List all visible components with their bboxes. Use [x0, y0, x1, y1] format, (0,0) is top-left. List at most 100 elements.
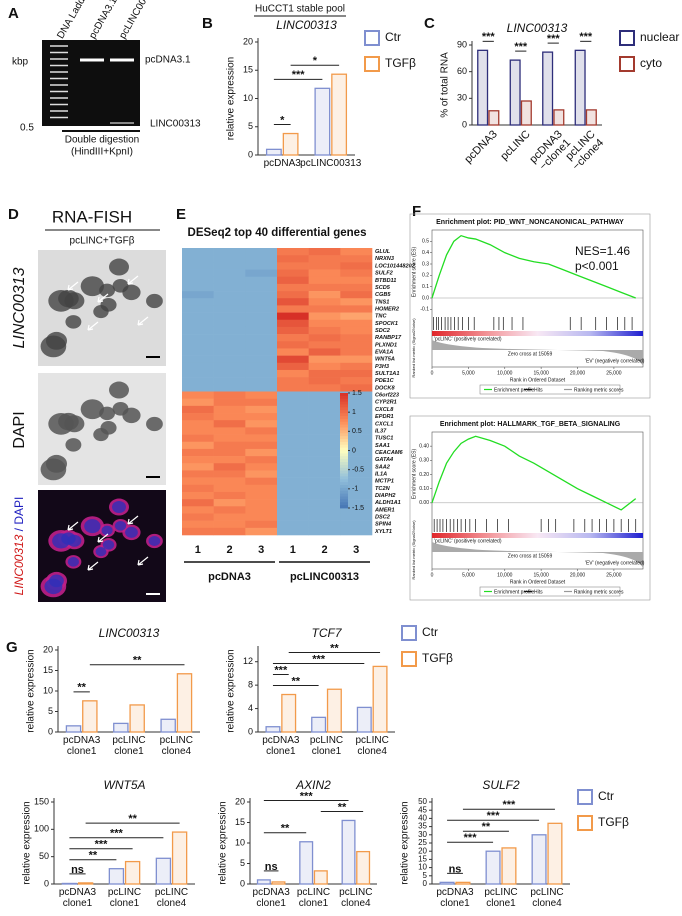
- heatmap-cell: [340, 369, 373, 378]
- bar: [256, 879, 271, 885]
- nucleus: [84, 519, 101, 534]
- bar: [485, 850, 501, 885]
- panel-label: D: [8, 206, 19, 223]
- y-tick-label: 10: [43, 685, 53, 695]
- bar: [271, 881, 286, 885]
- cell: [146, 416, 163, 432]
- heatmap-cell: [245, 276, 278, 285]
- legend-swatch: [364, 56, 380, 72]
- heatmap-cell: [182, 391, 214, 399]
- legend-label: Ctr: [598, 789, 614, 803]
- heatmap-cell: [213, 283, 246, 292]
- bar: [439, 881, 455, 885]
- heatmap-cell: [213, 448, 246, 457]
- heatmap-cell: [308, 384, 341, 392]
- heatmap-cell: [340, 520, 373, 529]
- y-tick-label: 5: [48, 706, 53, 716]
- heatmap-cell: [340, 298, 373, 306]
- legend-label: Ranking metric scores: [574, 387, 624, 393]
- colorbar-segment: [340, 413, 348, 417]
- heatmap-cell: [277, 484, 309, 493]
- gene-label: WNT5A: [375, 357, 395, 363]
- heatmap-cell: [277, 391, 309, 399]
- legend-label: nuclear: [640, 30, 679, 44]
- heatmap-cell: [182, 398, 214, 407]
- es-curve: [431, 234, 636, 299]
- y-tick-label: 60: [457, 66, 467, 76]
- y-tick-label: 5: [240, 858, 245, 868]
- panel-label: G: [6, 639, 18, 656]
- y-tick-label: 0.1: [422, 284, 429, 290]
- nucleus: [44, 578, 63, 595]
- heatmap-cell: [182, 448, 214, 457]
- y-tick-label: 5: [248, 121, 253, 131]
- colorbar-segment: [340, 450, 348, 454]
- heatmap-cell: [245, 283, 278, 292]
- significance-label: **: [89, 850, 98, 862]
- cell: [58, 412, 79, 431]
- y-tick-label: 10: [418, 863, 427, 872]
- significance-label: ns: [71, 864, 84, 876]
- heatmap-cell: [308, 276, 341, 285]
- heatmap-cell: [340, 283, 373, 292]
- note: Double digestion: [65, 135, 140, 146]
- heatmap-cell: [340, 527, 373, 536]
- x-tick-label: pcLINC clone4: [339, 887, 373, 909]
- heatmap-cell: [245, 477, 278, 486]
- heatmap-cell: [182, 513, 214, 521]
- heatmap-cell: [277, 326, 309, 335]
- neg-label: 'EV' (negatively correlated): [585, 358, 645, 364]
- colorbar-segment: [340, 459, 348, 463]
- legend-label: Enrichment profile: [494, 589, 535, 595]
- y-tick-label: -0.1: [420, 307, 429, 313]
- colorbar-segment: [340, 418, 348, 423]
- heatmap-cell: [308, 441, 341, 450]
- legend-frame: [479, 586, 621, 597]
- colorbar-segment: [340, 398, 348, 403]
- gene-label: GATA4: [375, 457, 394, 463]
- heatmap-cell: [308, 269, 341, 277]
- bar: [311, 716, 327, 733]
- heatmap-cell: [245, 398, 278, 407]
- colorbar-label: 0.5: [352, 428, 362, 435]
- heatmap-cell: [308, 527, 341, 536]
- chart-title: LINC00313: [507, 21, 568, 35]
- heatmap-cell: [277, 255, 309, 263]
- heatmap-cell: [213, 441, 246, 450]
- y-tick-label: 12: [243, 656, 253, 666]
- merge-part: LINC00313: [12, 534, 26, 595]
- heatmap-cell: [182, 456, 214, 464]
- nucleus: [67, 557, 79, 567]
- heatmap-cell: [182, 499, 214, 507]
- gsea-title: Enrichment plot: PID_WNT_NONCANONICAL_PA…: [436, 219, 624, 226]
- heatmap-cell: [245, 463, 278, 471]
- y-tick-label: 10: [235, 837, 245, 847]
- gene-label: CYP2R1: [375, 400, 397, 406]
- y-tick-label: 0: [248, 149, 253, 159]
- colorbar-segment: [340, 496, 348, 500]
- arrow: [137, 316, 149, 326]
- heatmap-cell: [213, 470, 246, 478]
- es-frame: [431, 229, 644, 368]
- panel-label: F: [412, 203, 421, 220]
- bar: [553, 109, 565, 126]
- heatmap-cell: [340, 470, 373, 478]
- significance-label: ***: [482, 31, 496, 43]
- x-tick-label: pcLINC clone4: [355, 735, 389, 757]
- plot-frame: [409, 415, 651, 601]
- heatmap-cell: [213, 491, 246, 500]
- heatmap-cell: [213, 520, 246, 529]
- x-axis-label: Rank in Ordered Dataset: [510, 377, 566, 383]
- y-axis-label: relative expression: [226, 57, 237, 140]
- gene-label: ALDH1A1: [374, 500, 401, 506]
- colorbar-segment: [340, 404, 348, 408]
- heatmap-cell: [245, 319, 278, 328]
- cell: [99, 406, 116, 421]
- colorbar-segment: [340, 485, 348, 489]
- gene-label: RANBP17: [375, 335, 402, 341]
- y-tick-label: 30: [418, 830, 427, 839]
- cell: [109, 381, 129, 399]
- row-label: LINC00313: [11, 267, 28, 348]
- heatmap-cell: [245, 520, 278, 529]
- heatmap-cell: [340, 477, 373, 486]
